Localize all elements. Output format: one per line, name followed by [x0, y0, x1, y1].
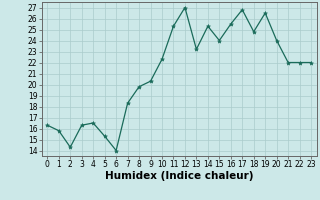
X-axis label: Humidex (Indice chaleur): Humidex (Indice chaleur): [105, 171, 253, 181]
